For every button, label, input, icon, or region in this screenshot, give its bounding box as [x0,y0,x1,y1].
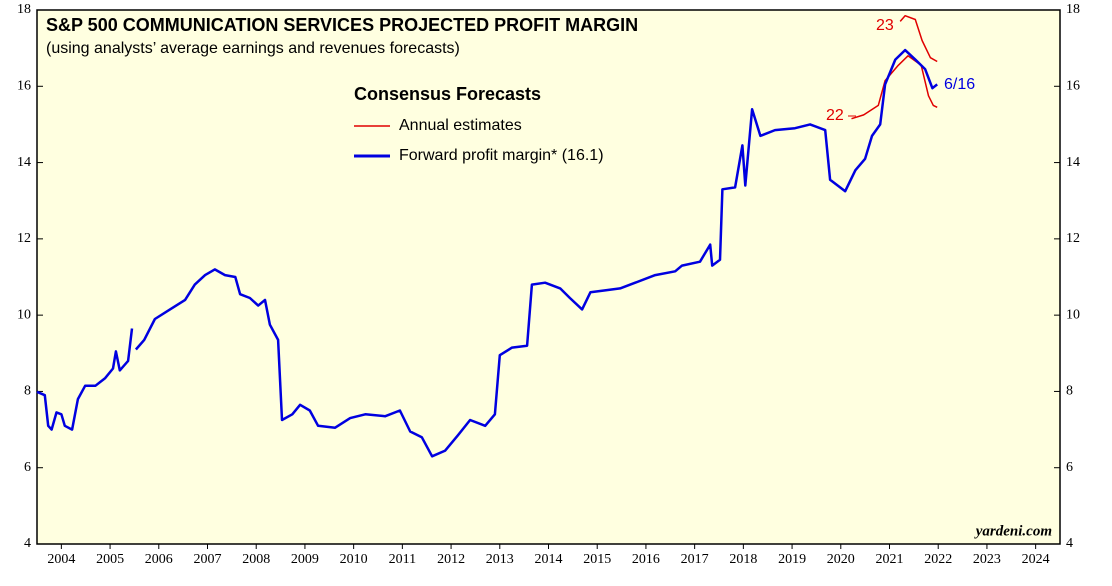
legend-label: Annual estimates [399,117,522,134]
x-tick-label: 2019 [778,552,806,567]
y-tick-label-right: 14 [1066,155,1080,170]
y-tick-label-right: 18 [1066,2,1080,17]
plot-area [36,9,1061,545]
y-tick-label-right: 10 [1066,307,1080,322]
legend-title: Consensus Forecasts [354,84,541,104]
y-tick-label: 14 [17,155,31,170]
x-tick-label: 2015 [583,552,611,567]
annotation: 6/16 [944,76,975,93]
x-tick-label: 2024 [1022,552,1050,567]
x-tick-label: 2020 [827,552,855,567]
series-line [36,48,938,458]
chart-title: S&P 500 COMMUNICATION SERVICES PROJECTED… [46,15,638,35]
y-tick-label: 10 [17,307,31,322]
x-tick-label: 2016 [632,552,660,567]
x-tick-label: 2023 [973,552,1001,567]
y-tick-label: 4 [24,536,31,551]
x-tick-label: 2021 [876,552,904,567]
y-tick-label-right: 4 [1066,536,1073,551]
x-tick-label: 2005 [96,552,124,567]
x-tick-label: 2006 [145,552,173,567]
y-tick-label-right: 6 [1066,460,1073,475]
x-tick-label: 2011 [389,552,416,567]
x-tick-label: 2008 [242,552,270,567]
x-tick-label: 2018 [729,552,757,567]
y-tick-label: 6 [24,460,31,475]
x-tick-label: 2012 [437,552,465,567]
y-tick-label: 18 [17,2,31,17]
x-tick-label: 2017 [681,552,709,567]
y-tick-label: 12 [17,231,31,246]
y-tick-label-right: 8 [1066,384,1073,399]
y-tick-label: 16 [17,79,31,94]
annotation: 23 [876,17,894,34]
x-tick-label: 2013 [486,552,514,567]
legend-label: Forward profit margin* (16.1) [399,147,604,164]
x-tick-label: 2010 [340,552,368,567]
y-tick-label-right: 16 [1066,79,1080,94]
x-tick-label: 2009 [291,552,319,567]
y-tick-label-right: 12 [1066,231,1080,246]
x-tick-label: 2004 [47,552,75,567]
x-tick-label: 2007 [194,552,222,567]
chart-subtitle: (using analysts’ average earnings and re… [46,40,460,57]
series-line [851,14,938,120]
x-tick-label: 2022 [924,552,952,567]
y-tick-label: 8 [24,384,31,399]
x-tick-label: 2014 [535,552,563,567]
source: yardeni.com [974,523,1052,539]
annotation: 22 [826,107,844,124]
